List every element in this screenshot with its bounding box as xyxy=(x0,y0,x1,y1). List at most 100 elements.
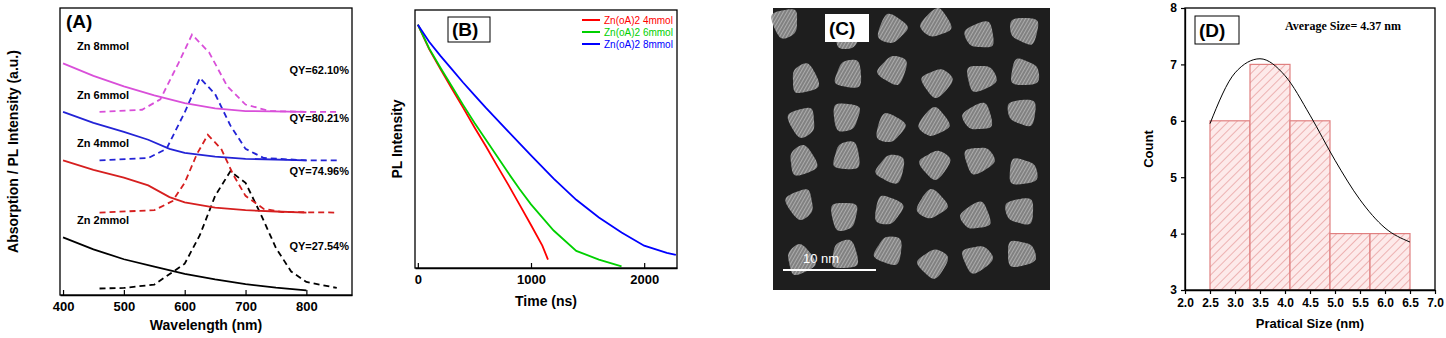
tick-mark xyxy=(245,290,246,295)
tick-mark xyxy=(1435,290,1436,294)
particle xyxy=(965,148,995,175)
tick-mark xyxy=(185,290,186,295)
tick: 2.0 xyxy=(1177,290,1194,310)
tick-mark xyxy=(1181,177,1185,178)
x-axis: 2.02.53.03.54.04.55.05.56.06.57.0 xyxy=(1177,290,1444,310)
x-axis-title: Wavelength (nm) xyxy=(150,317,262,333)
histogram-bar xyxy=(1290,121,1330,290)
tick: 2.5 xyxy=(1202,290,1219,310)
tick-mark xyxy=(418,263,419,268)
y-axis: 345678 xyxy=(1170,1,1185,297)
y-axis-title: PL Intensity xyxy=(389,99,405,178)
particle xyxy=(918,107,949,136)
tick: 1000 xyxy=(517,263,546,287)
histogram-bar xyxy=(1330,234,1370,290)
particle xyxy=(917,189,948,218)
annotation: QY=80.21% xyxy=(289,112,349,124)
particle xyxy=(875,155,904,184)
particle xyxy=(875,196,903,225)
tick-mark xyxy=(531,263,532,268)
tick-mark xyxy=(1385,290,1386,294)
tick-label: 2.0 xyxy=(1177,296,1194,310)
particle xyxy=(835,60,861,88)
x-axis-title: Pratical Size (nm) xyxy=(1256,316,1364,331)
particle xyxy=(877,56,907,85)
tick-mark xyxy=(1185,290,1186,294)
tick-mark xyxy=(1285,290,1286,294)
tick-label: 7 xyxy=(1170,58,1177,72)
tick: 4.5 xyxy=(1302,290,1319,310)
axis-line xyxy=(416,268,678,269)
tick-mark xyxy=(1235,290,1236,294)
tick: 5.5 xyxy=(1352,290,1369,310)
tick-label: 3.0 xyxy=(1227,296,1244,310)
particle xyxy=(1008,241,1036,267)
histogram-bar xyxy=(1370,234,1410,290)
series-line xyxy=(100,171,337,288)
panel: 010002000Time (ns)PL Intensity(B)Zn(oA)2… xyxy=(389,10,678,309)
tick-label: 6.5 xyxy=(1402,296,1419,310)
tick-label: 5.0 xyxy=(1327,296,1344,310)
panel-label: (C) xyxy=(829,18,855,39)
particle xyxy=(917,250,948,279)
tick-label: 7.0 xyxy=(1427,296,1444,310)
tick-mark xyxy=(1181,8,1185,9)
plot-frame xyxy=(415,10,677,268)
tick-label: 3.5 xyxy=(1252,296,1269,310)
annotation: QY=74.96% xyxy=(289,165,349,177)
plot-marks xyxy=(418,25,676,267)
tick: 5.0 xyxy=(1327,290,1344,310)
tick: 7.0 xyxy=(1427,290,1444,310)
tick: 800 xyxy=(296,290,318,314)
series-label: Zn 8mmol xyxy=(77,40,129,52)
tick-label: 2000 xyxy=(630,272,659,287)
series-line xyxy=(63,160,306,212)
panel-label: (D) xyxy=(1199,20,1225,41)
image-background xyxy=(773,8,1050,290)
x-axis-title: Time (ns) xyxy=(515,293,577,309)
panel-label-box xyxy=(1195,16,1239,44)
figure-svg: 400500600700800Wavelength (nm)Absorption… xyxy=(0,0,1446,338)
tick-label: 8 xyxy=(1170,1,1177,15)
tick-label: 5 xyxy=(1170,171,1177,185)
series-line xyxy=(418,25,676,255)
tick-label: 0 xyxy=(415,272,422,287)
legend-label: Zn(oA)2 8mmol xyxy=(604,39,673,50)
tick: 3 xyxy=(1170,283,1185,297)
tick-label: 3 xyxy=(1170,283,1177,297)
tick: 500 xyxy=(114,290,136,314)
particle xyxy=(831,203,857,231)
panel-label-box xyxy=(448,17,490,42)
particle xyxy=(878,14,908,43)
panel-label-group: (D) xyxy=(1195,16,1239,44)
tick-label: 2.5 xyxy=(1202,296,1219,310)
tick-mark xyxy=(1210,290,1211,294)
scale-bar xyxy=(783,269,876,271)
particles xyxy=(771,8,1039,279)
particle xyxy=(1010,158,1038,184)
particle xyxy=(967,66,997,92)
image-panel: (C) 10 nm xyxy=(771,8,1050,290)
histogram-bar xyxy=(1210,121,1250,290)
tick: 8 xyxy=(1170,1,1185,15)
particle xyxy=(920,8,951,37)
particle xyxy=(921,69,952,98)
tick-mark xyxy=(306,290,307,295)
series-labels: Zn 2mmolQY=27.54%Zn 4mmolQY=74.96%Zn 6mm… xyxy=(77,40,349,252)
tick-label: 4.5 xyxy=(1302,296,1319,310)
scale-bar-label: 10 nm xyxy=(803,251,839,266)
legend-label: Zn(oA)2 6mmol xyxy=(604,27,673,38)
particle xyxy=(877,113,906,142)
tick: 2000 xyxy=(630,263,659,287)
figure: 400500600700800Wavelength (nm)Absorption… xyxy=(0,0,1446,338)
tick: 600 xyxy=(174,290,196,314)
x-axis: 0 1000 2000 xyxy=(415,263,678,287)
tick-label: 400 xyxy=(53,299,75,314)
annotation: Average Size= 4.37 nm xyxy=(1285,19,1401,33)
tick-mark xyxy=(124,290,125,295)
annotation: QY=62.10% xyxy=(289,64,349,76)
series-line xyxy=(63,112,306,161)
particle xyxy=(1005,198,1033,224)
tick: 6 xyxy=(1170,114,1185,128)
tick: 400 xyxy=(53,290,75,314)
